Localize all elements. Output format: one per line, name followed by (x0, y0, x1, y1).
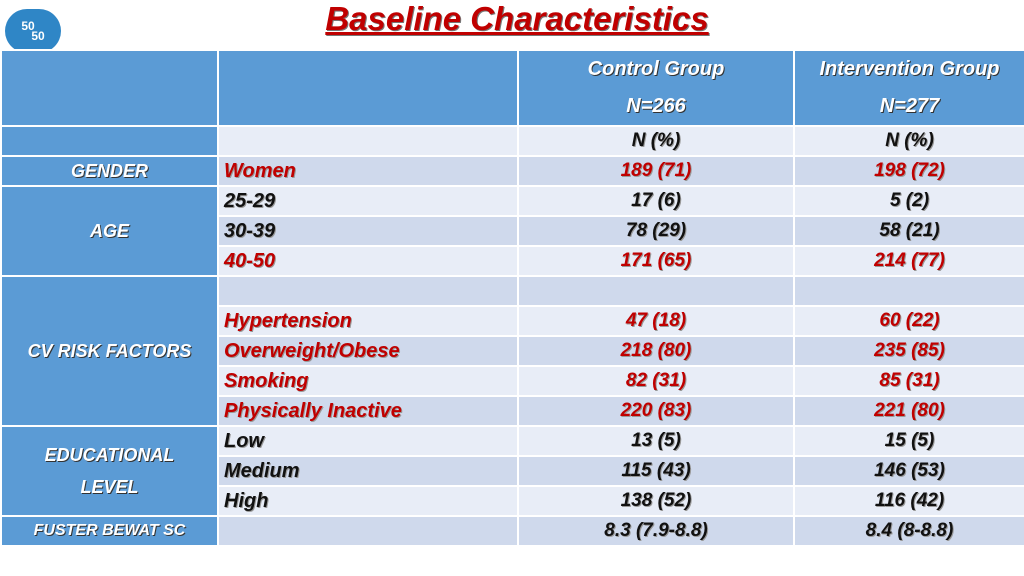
control-value: 115 (43) (517, 455, 795, 487)
table-row: High 138 (52) 116 (42) (1, 485, 1024, 517)
heart-logo-icon: 50 50 (5, 9, 61, 53)
row-label: 25-29 (217, 185, 519, 217)
row-label: 30-39 (217, 215, 519, 247)
intervention-value: 221 (80) (793, 395, 1024, 427)
control-value: 17 (6) (517, 185, 795, 217)
intervention-value: 85 (31) (793, 365, 1024, 397)
table-row: EDUCATIONAL LEVEL Low 13 (5) 15 (5) (0, 425, 1024, 517)
intervention-group-n: N=277 (879, 95, 940, 117)
value-empty-cell (793, 275, 1024, 307)
intervention-value: 214 (77) (793, 245, 1024, 277)
intervention-subheader: N (%) (793, 125, 1024, 157)
table-row: Smoking 82 (31) 85 (31) (1, 365, 1024, 397)
row-label: High (217, 485, 519, 517)
control-value: 8.3 (7.9-8.8) (517, 515, 795, 547)
label-empty-cell (217, 275, 519, 307)
category-educational-level: EDUCATIONAL LEVEL (0, 425, 219, 517)
intervention-value: 58 (21) (793, 215, 1024, 247)
control-subheader: N (%) (517, 125, 795, 157)
intervention-value: 198 (72) (793, 155, 1024, 187)
intervention-value: 5 (2) (793, 185, 1024, 217)
control-value: 171 (65) (517, 245, 795, 277)
row-label: Smoking (217, 365, 519, 397)
category-edu-line1: EDUCATIONAL (44, 445, 175, 465)
row-label: Physically Inactive (217, 395, 519, 427)
control-value: 13 (5) (517, 425, 795, 457)
intervention-group-label: Intervention Group (819, 58, 1000, 80)
table-row: Physically Inactive 220 (83) 221 (80) (1, 395, 1024, 427)
table-row: CV RISK FACTORS (0, 275, 1024, 427)
table-row: Medium 115 (43) 146 (53) (1, 455, 1024, 487)
row-label: 40-50 (217, 245, 519, 277)
intervention-value: 116 (42) (793, 485, 1024, 517)
label-empty-cell (217, 515, 519, 547)
control-value: 218 (80) (517, 335, 795, 367)
table-row: FUSTER BEWAT SC 8.3 (7.9-8.8) 8.4 (8-8.8… (0, 515, 1024, 547)
category-empty-cell (0, 125, 219, 157)
value-empty-cell (517, 275, 795, 307)
category-gender: GENDER (0, 155, 219, 187)
control-value: 220 (83) (517, 395, 795, 427)
row-label: Medium (217, 455, 519, 487)
table-row: AGE 25-29 17 (6) 5 (2) (0, 185, 1024, 277)
row-label: Women (217, 155, 519, 187)
table-row: Overweight/Obese 218 (80) 235 (85) (1, 335, 1024, 367)
table-row: GENDER Women 189 (71) 198 (72) (0, 155, 1024, 187)
control-value: 78 (29) (517, 215, 795, 247)
control-group-header: Control Group N=266 (517, 49, 795, 127)
logo-top-number: 50 (21, 19, 35, 33)
intervention-group-header: Intervention Group N=277 (793, 49, 1024, 127)
intervention-value: 235 (85) (793, 335, 1024, 367)
table-row: Hypertension 47 (18) 60 (22) (1, 305, 1024, 337)
intervention-value: 60 (22) (793, 305, 1024, 337)
table-row: N (%) N (%) (0, 125, 1024, 157)
category-cv-risk-factors: CV RISK FACTORS (0, 275, 219, 427)
row-label: Hypertension (217, 305, 519, 337)
control-value: 189 (71) (517, 155, 795, 187)
table-row: 40-50 171 (65) 214 (77) (1, 245, 1024, 277)
category-edu-line2: LEVEL (80, 477, 139, 497)
control-value: 82 (31) (517, 365, 795, 397)
table-header-row: Control Group N=266 Intervention Group N… (0, 49, 1024, 127)
row-label: Overweight/Obese (217, 335, 519, 367)
control-value: 138 (52) (517, 485, 795, 517)
intervention-value: 8.4 (8-8.8) (793, 515, 1024, 547)
page-title: Baseline Characteristics (325, 0, 709, 37)
intervention-value: 15 (5) (793, 425, 1024, 457)
category-age: AGE (0, 185, 219, 277)
control-group-n: N=266 (626, 95, 686, 117)
label-empty-cell (217, 125, 519, 157)
category-fuster-bewat: FUSTER BEWAT SC (0, 515, 219, 547)
header-empty-cell (217, 49, 519, 127)
row-label: Low (217, 425, 519, 457)
header-empty-cell (0, 49, 219, 127)
control-group-label: Control Group (587, 58, 725, 80)
logo-bottom-number: 50 (31, 29, 45, 43)
control-value: 47 (18) (517, 305, 795, 337)
baseline-table: Control Group N=266 Intervention Group N… (0, 49, 1024, 547)
intervention-value: 146 (53) (793, 455, 1024, 487)
table-row: 30-39 78 (29) 58 (21) (1, 215, 1024, 247)
